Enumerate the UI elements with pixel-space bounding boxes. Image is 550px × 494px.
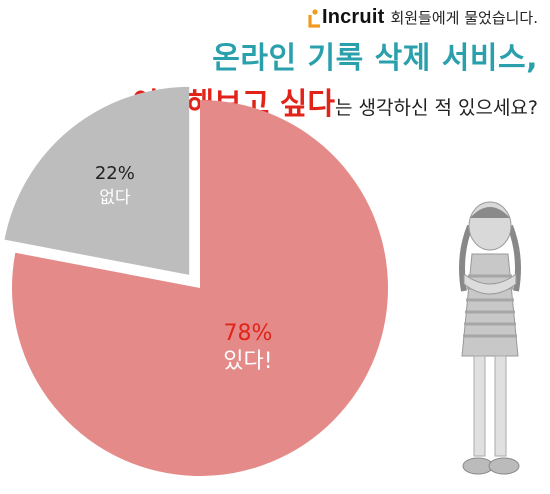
question-rest: 는 생각하신 적 있으세요? <box>334 97 538 119</box>
slice-value-label: 78% <box>223 321 272 346</box>
header: Incruit 회원들에게 물었습니다. 온라인 기록 삭제 서비스, 이용해보… <box>131 6 538 123</box>
question-line-1: 온라인 기록 삭제 서비스, <box>212 41 538 76</box>
slice-category-label: 있다! <box>223 349 272 374</box>
slice-value-label: 22% <box>95 163 135 184</box>
incruit-logo: Incruit <box>308 6 385 29</box>
intro-text: 회원들에게 물었습니다. <box>390 9 538 27</box>
pie-slice-yes <box>11 100 388 476</box>
pie-slice-no <box>4 86 190 275</box>
slice-category-label: 없다 <box>99 188 131 208</box>
child-photo <box>459 201 521 475</box>
incruit-logo-icon <box>308 9 320 28</box>
logo-text: Incruit <box>321 6 385 28</box>
intro-line: Incruit 회원들에게 물었습니다. <box>131 6 538 29</box>
